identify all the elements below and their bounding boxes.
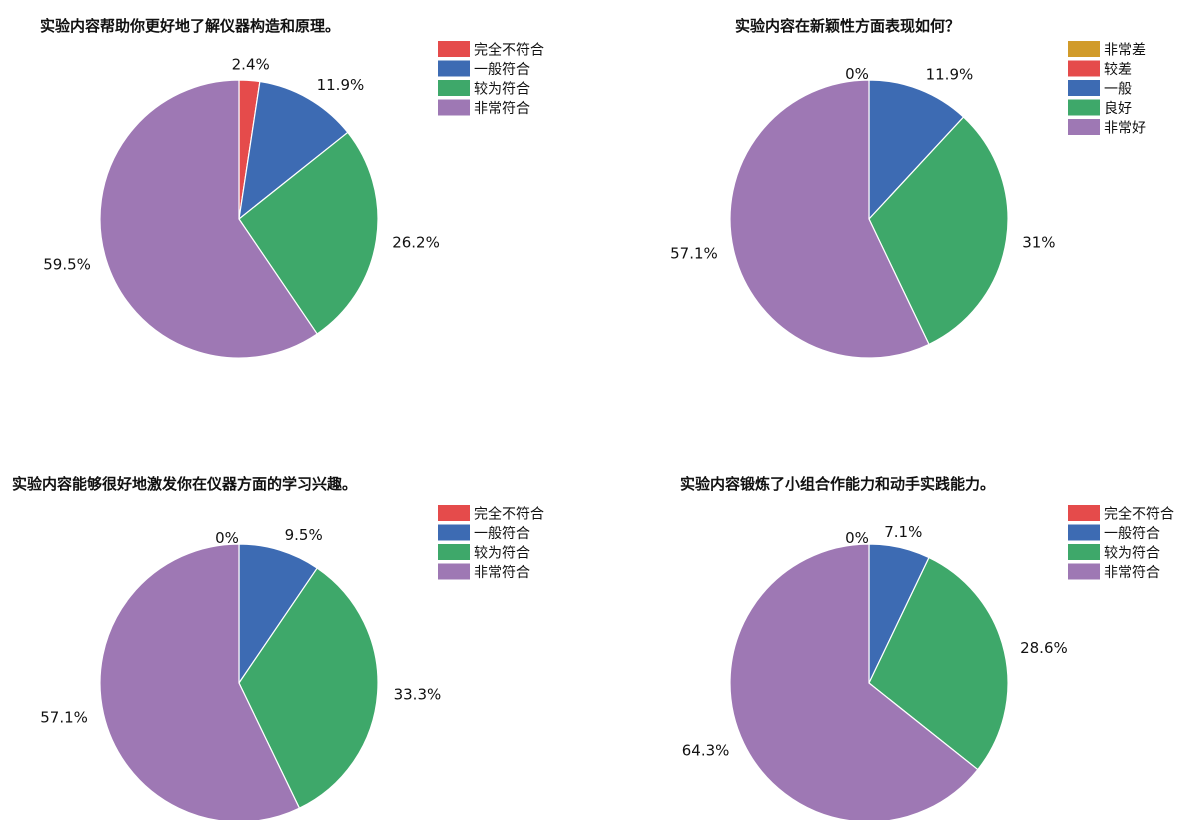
pie-value-label: 11.9% [926,66,974,84]
legend-swatch [438,99,470,116]
chart-title: 实验内容在新颖性方面表现如何？ [735,17,960,35]
legend-swatch [438,60,470,77]
pie-slices [99,543,379,820]
legend-label: 非常好 [1104,121,1146,137]
pie-slice [238,543,319,685]
pie-value-label: 0% [845,65,869,83]
pie-value-label: 64.3% [682,741,730,759]
legend-label: 一般 [1104,82,1132,98]
legend-label: 非常差 [1104,43,1146,59]
legend-label: 一般符合 [474,62,530,78]
pie-value-labels: 2.4% 11.9% 26.2% 59.5% [43,55,440,273]
legend-label: 良好 [1104,101,1132,117]
pie-value-labels: 0% 7.1% 28.6% 64.3% [682,523,1068,760]
pie-slice [729,79,930,359]
legend-label: 一般符合 [1104,526,1160,542]
pie-slice [729,543,979,820]
legend-swatch [438,80,470,96]
pie-value-label: 59.5% [43,256,91,274]
pie-slice [868,79,965,221]
pie-slice [99,79,318,359]
legend-swatch [1068,119,1100,135]
pie-slices [99,79,379,359]
pie-value-label: 26.2% [392,233,440,251]
pie-chart-novelty: 实验内容在新颖性方面表现如何？ 0% 11.9% 31% 57.1% 非常差较差一般良… [670,17,1146,359]
pie-slice [238,567,379,809]
pie-slice [238,131,379,335]
pie-value-label: 0% [215,529,239,547]
pie-chart-teamwork: 实验内容锻炼了小组合作能力和动手实践能力。 0% 7.1% 28.6% 64.3% 完… [680,475,1174,820]
pie-slices [729,543,1009,820]
legend-label: 非常符合 [1104,565,1160,581]
legend-label: 完全不符合 [1104,506,1174,523]
legend-swatch [438,524,470,541]
legend-swatch [1068,544,1100,560]
legend-swatch [1068,524,1100,541]
pie-slice [99,543,301,820]
pie-slice [868,116,1009,346]
legend-label: 完全不符合 [474,506,544,523]
pie-chart-learning-interest: 实验内容能够很好地激发你在仪器方面的学习兴趣。 0% 9.5% 33.3% 57.1%… [12,475,544,820]
pie-slices [729,79,1009,359]
legend-swatch [438,544,470,560]
legend-swatch [1068,563,1100,580]
legend-label: 完全不符合 [474,42,544,59]
pie-value-label: 0% [845,529,869,547]
pie-value-label: 57.1% [670,244,718,262]
pie-value-label: 33.3% [394,685,442,703]
legend-label: 较为符合 [474,546,530,562]
legend-label: 一般符合 [474,526,530,542]
legend-swatch [438,505,470,521]
pie-value-label: 9.5% [285,526,323,544]
legend-swatch [438,563,470,580]
chart-title: 实验内容锻炼了小组合作能力和动手实践能力。 [680,475,995,493]
legend-swatch [1068,80,1100,96]
legend-swatch [1068,41,1100,57]
pie-slice [868,556,1009,771]
pie-chart-instrument-structure: 实验内容帮助你更好地了解仪器构造和原理。 2.4% 11.9% 26.2% 59.5%… [40,17,544,359]
legend-label: 非常符合 [474,101,530,117]
legend-swatch [438,41,470,57]
pie-value-label: 57.1% [40,709,88,727]
pie-slice [238,80,349,221]
legend-label: 较为符合 [474,82,530,98]
legend-label: 较差 [1104,62,1132,78]
pie-value-label: 31% [1022,233,1055,251]
pie-value-label: 2.4% [232,55,270,73]
legend-swatch [1068,505,1100,521]
pie-value-labels: 0% 9.5% 33.3% 57.1% [40,526,441,727]
chart-title: 实验内容能够很好地激发你在仪器方面的学习兴趣。 [12,475,357,493]
pie-value-label: 28.6% [1020,639,1068,657]
legend-label: 非常符合 [474,565,530,581]
legend-swatch [1068,60,1100,77]
chart-title: 实验内容帮助你更好地了解仪器构造和原理。 [40,17,340,35]
pie-value-label: 7.1% [884,523,922,541]
pie-value-labels: 0% 11.9% 31% 57.1% [670,65,1055,262]
pie-value-label: 11.9% [317,76,365,94]
legend-swatch [1068,99,1100,116]
legend-label: 较为符合 [1104,546,1160,562]
